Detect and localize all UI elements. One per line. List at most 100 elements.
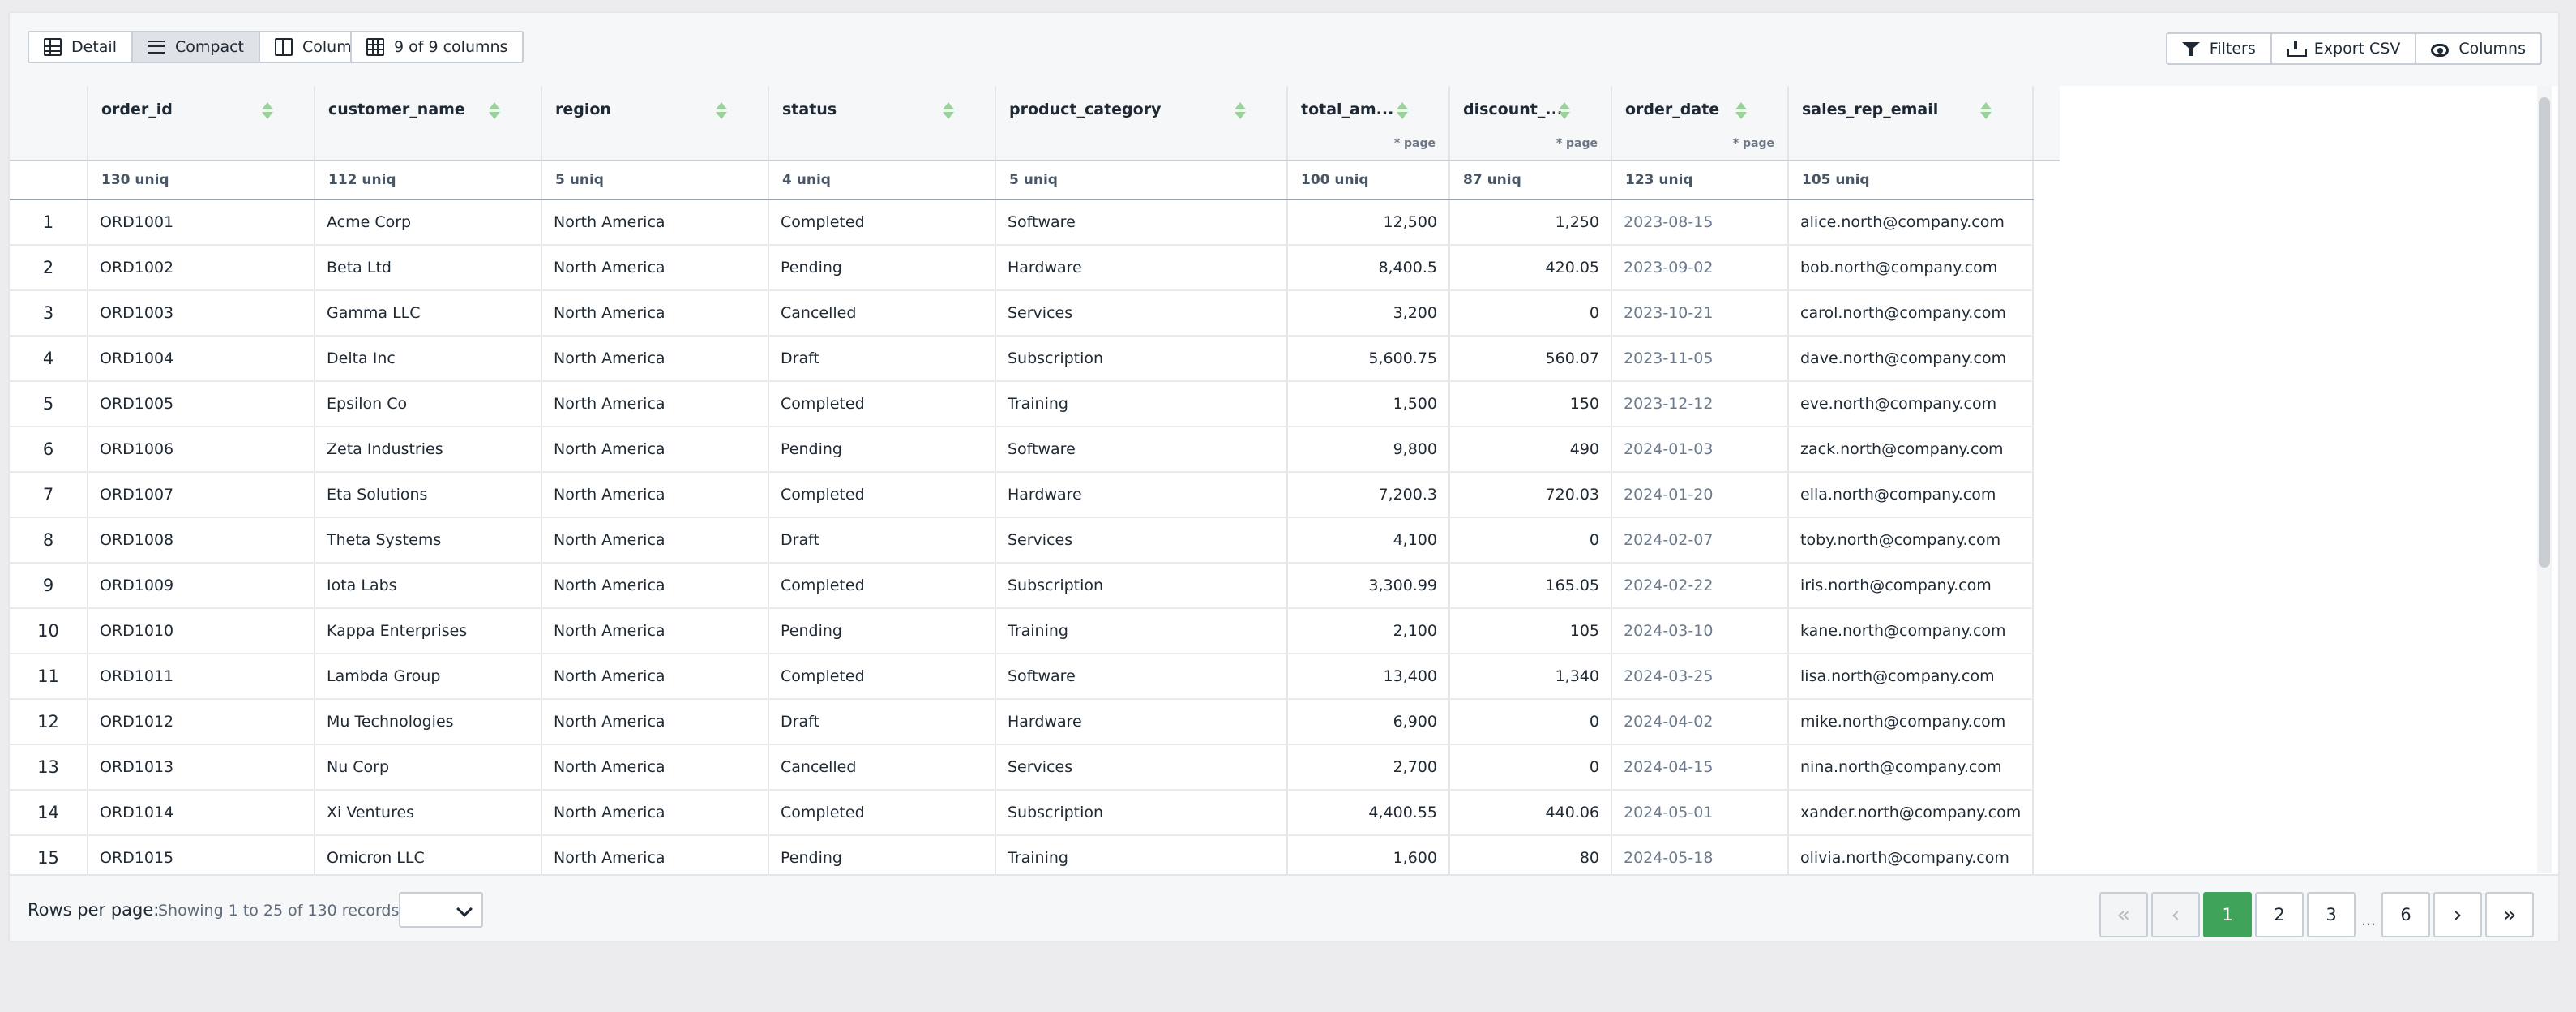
cell-total_amount[interactable]: 7,200.3 — [1287, 472, 1450, 518]
cell-order_date[interactable]: 2023-09-02 — [1611, 245, 1789, 291]
cell-total_amount[interactable]: 4,100 — [1287, 517, 1450, 564]
cell-region[interactable]: North America — [541, 336, 769, 382]
cell-order_id[interactable]: ORD1009 — [88, 563, 315, 609]
cell-region[interactable]: North America — [541, 245, 769, 291]
cell-status[interactable]: Pending — [768, 608, 996, 654]
cell-product_category[interactable]: Services — [995, 744, 1288, 791]
export-csv-button[interactable]: Export CSV — [2270, 32, 2417, 65]
cell-sales_rep_email[interactable]: iris.north@company.com — [1788, 563, 2035, 609]
table-row[interactable]: 15 ORD1015 Omicron LLC North America Pending… — [10, 835, 2060, 874]
column-header-sales_rep_email[interactable]: sales_rep_email — [1788, 86, 2035, 161]
table-row[interactable]: 8 ORD1008 Theta Systems North America Draft S… — [10, 517, 2060, 564]
sort-icon[interactable] — [1735, 102, 1747, 120]
cell-order_date[interactable]: 2024-04-02 — [1611, 699, 1789, 745]
cell-discount[interactable]: 1,250 — [1449, 199, 1612, 246]
cell-customer_name[interactable]: Iota Labs — [315, 563, 542, 609]
cell-total_amount[interactable]: 2,100 — [1287, 608, 1450, 654]
cell-order_id[interactable]: ORD1012 — [88, 699, 315, 745]
row-number[interactable]: 14 — [10, 790, 88, 836]
cell-customer_name[interactable]: Omicron LLC — [315, 835, 542, 874]
cell-order_date[interactable]: 2024-05-18 — [1611, 835, 1789, 874]
cell-status[interactable]: Draft — [768, 699, 996, 745]
cell-order_date[interactable]: 2023-12-12 — [1611, 381, 1789, 427]
cell-sales_rep_email[interactable]: xander.north@company.com — [1788, 790, 2035, 836]
cell-sales_rep_email[interactable]: alice.north@company.com — [1788, 199, 2035, 246]
cell-status[interactable]: Completed — [768, 381, 996, 427]
cell-order_id[interactable]: ORD1006 — [88, 427, 315, 473]
cell-discount[interactable]: 490 — [1449, 427, 1612, 473]
sort-icon[interactable] — [489, 102, 500, 120]
cell-sales_rep_email[interactable]: toby.north@company.com — [1788, 517, 2035, 564]
cell-region[interactable]: North America — [541, 744, 769, 791]
cell-order_id[interactable]: ORD1002 — [88, 245, 315, 291]
cell-discount[interactable]: 420.05 — [1449, 245, 1612, 291]
vertical-scrollbar[interactable] — [2537, 86, 2552, 873]
row-number[interactable]: 6 — [10, 427, 88, 473]
cell-product_category[interactable]: Hardware — [995, 472, 1288, 518]
row-number[interactable]: 9 — [10, 563, 88, 609]
cell-region[interactable]: North America — [541, 699, 769, 745]
row-number[interactable]: 12 — [10, 699, 88, 745]
cell-order_id[interactable]: ORD1004 — [88, 336, 315, 382]
row-number[interactable]: 4 — [10, 336, 88, 382]
cell-customer_name[interactable]: Lambda Group — [315, 654, 542, 700]
cell-product_category[interactable]: Software — [995, 427, 1288, 473]
table-row[interactable]: 3 ORD1003 Gamma LLC North America Cancelled S… — [10, 290, 2060, 337]
sort-icon[interactable] — [716, 102, 727, 120]
cell-region[interactable]: North America — [541, 654, 769, 700]
cell-order_id[interactable]: ORD1008 — [88, 517, 315, 564]
detail-view-button[interactable]: Detail — [28, 31, 133, 63]
cell-order_id[interactable]: ORD1001 — [88, 199, 315, 246]
cell-sales_rep_email[interactable]: olivia.north@company.com — [1788, 835, 2035, 874]
first-page-button[interactable]: « — [2099, 892, 2148, 937]
column-header-region[interactable]: region — [541, 86, 769, 161]
cell-status[interactable]: Draft — [768, 517, 996, 564]
table-row[interactable]: 7 ORD1007 Eta Solutions North America Comple… — [10, 472, 2060, 518]
cell-customer_name[interactable]: Zeta Industries — [315, 427, 542, 473]
cell-region[interactable]: North America — [541, 290, 769, 337]
column-header-product_category[interactable]: product_category — [995, 86, 1288, 161]
cell-customer_name[interactable]: Epsilon Co — [315, 381, 542, 427]
cell-discount[interactable]: 440.06 — [1449, 790, 1612, 836]
compact-view-button[interactable]: Compact — [131, 31, 260, 63]
cell-order_date[interactable]: 2024-03-10 — [1611, 608, 1789, 654]
cell-order_id[interactable]: ORD1003 — [88, 290, 315, 337]
cell-total_amount[interactable]: 6,900 — [1287, 699, 1450, 745]
prev-page-button[interactable]: ‹ — [2151, 892, 2200, 937]
cell-order_date[interactable]: 2023-08-15 — [1611, 199, 1789, 246]
columns-button[interactable]: Columns — [2415, 32, 2542, 65]
row-number[interactable]: 13 — [10, 744, 88, 791]
cell-order_date[interactable]: 2024-02-22 — [1611, 563, 1789, 609]
cell-discount[interactable]: 1,340 — [1449, 654, 1612, 700]
cell-total_amount[interactable]: 3,300.99 — [1287, 563, 1450, 609]
cell-order_date[interactable]: 2023-11-05 — [1611, 336, 1789, 382]
row-number[interactable]: 2 — [10, 245, 88, 291]
cell-customer_name[interactable]: Acme Corp — [315, 199, 542, 246]
cell-discount[interactable]: 80 — [1449, 835, 1612, 874]
row-number[interactable]: 7 — [10, 472, 88, 518]
cell-discount[interactable]: 165.05 — [1449, 563, 1612, 609]
cell-product_category[interactable]: Training — [995, 608, 1288, 654]
table-row[interactable]: 2 ORD1002 Beta Ltd North America Pending Hard… — [10, 245, 2060, 291]
cell-total_amount[interactable]: 9,800 — [1287, 427, 1450, 473]
column-header-status[interactable]: status — [768, 86, 996, 161]
row-number[interactable]: 5 — [10, 381, 88, 427]
columns-count-button[interactable]: 9 of 9 columns — [350, 31, 524, 63]
cell-customer_name[interactable]: Eta Solutions — [315, 472, 542, 518]
cell-discount[interactable]: 150 — [1449, 381, 1612, 427]
page-button-3[interactable]: 3 — [2307, 892, 2356, 937]
cell-order_date[interactable]: 2024-04-15 — [1611, 744, 1789, 791]
cell-region[interactable]: North America — [541, 517, 769, 564]
cell-region[interactable]: North America — [541, 199, 769, 246]
cell-sales_rep_email[interactable]: kane.north@company.com — [1788, 608, 2035, 654]
cell-order_date[interactable]: 2024-02-07 — [1611, 517, 1789, 564]
row-number[interactable]: 3 — [10, 290, 88, 337]
cell-order_id[interactable]: ORD1005 — [88, 381, 315, 427]
filters-button[interactable]: Filters — [2165, 32, 2272, 65]
cell-discount[interactable]: 105 — [1449, 608, 1612, 654]
row-number[interactable]: 11 — [10, 654, 88, 700]
table-row[interactable]: 14 ORD1014 Xi Ventures North America Complet… — [10, 790, 2060, 836]
cell-sales_rep_email[interactable]: zack.north@company.com — [1788, 427, 2035, 473]
cell-product_category[interactable]: Subscription — [995, 563, 1288, 609]
cell-total_amount[interactable]: 13,400 — [1287, 654, 1450, 700]
